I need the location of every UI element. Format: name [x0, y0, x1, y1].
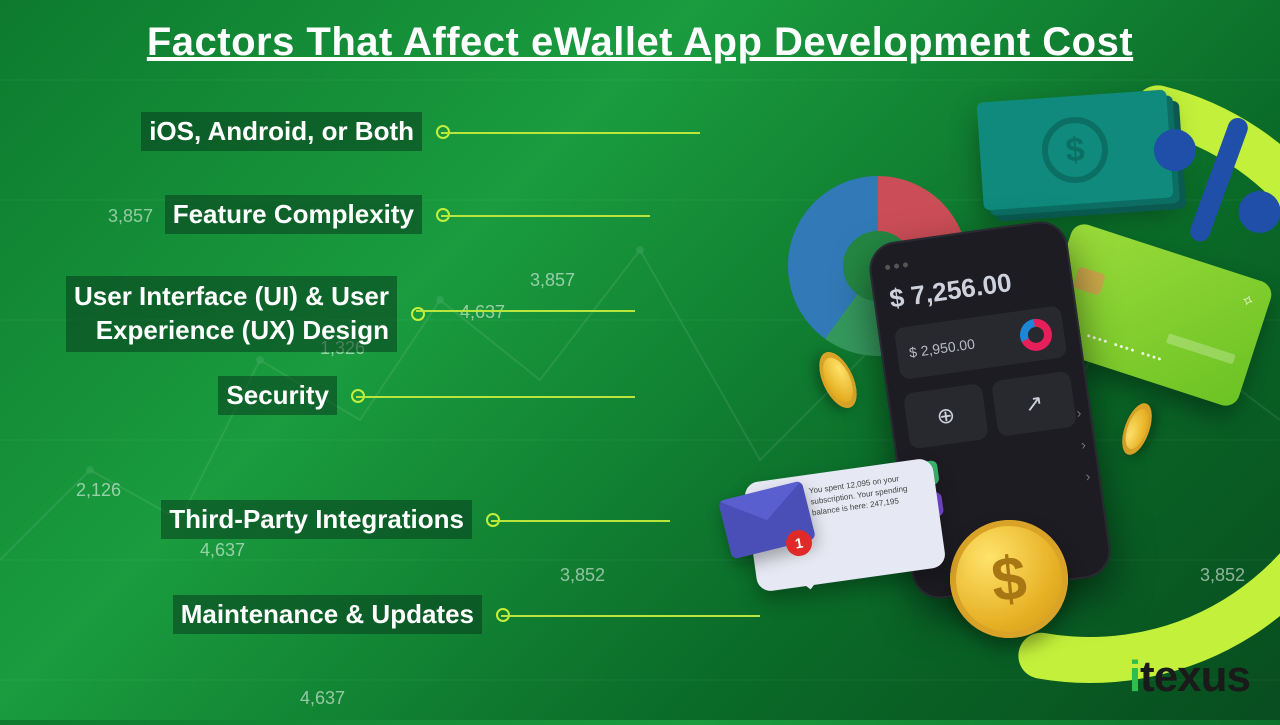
factor-connector [441, 215, 650, 217]
bg-chart-value: 4,637 [300, 688, 345, 709]
cash-stack-icon: $ [976, 90, 1173, 211]
factor-connector [491, 520, 670, 522]
phone-sub-balance: $ 2,950.00 [908, 336, 976, 361]
factor-connector [441, 132, 700, 134]
coin-icon [812, 346, 865, 413]
phone-balance: $ 7,256.00 [887, 261, 1058, 315]
bg-chart-value: 4,637 [200, 540, 245, 561]
factor-row: Feature Complexity [0, 195, 450, 234]
factor-label: User Interface (UI) & User Experience (U… [66, 276, 397, 352]
factor-label: Security [218, 376, 337, 415]
factor-label: Feature Complexity [165, 195, 422, 234]
factor-row: Maintenance & Updates [0, 595, 510, 634]
bg-chart-value: 4,637 [460, 302, 505, 323]
factor-connector [356, 396, 635, 398]
factor-label: Maintenance & Updates [173, 595, 482, 634]
coin-icon [1116, 399, 1157, 458]
factor-connector [416, 310, 635, 312]
bubble-text: You spent 12,095 on your subscription. Y… [808, 471, 925, 519]
illustration-cluster: $ ⟡ •••• •••• •••• •••• $ 7,256.00 $ 2,9… [780, 90, 1250, 650]
phone-tile-send-icon: ↗ [991, 371, 1077, 437]
factor-row: User Interface (UI) & User Experience (U… [0, 276, 425, 352]
page-title: Factors That Affect eWallet App Developm… [0, 20, 1280, 65]
factor-row: Security [0, 376, 365, 415]
brand-logo: itexus [1129, 652, 1250, 702]
bg-chart-value: 3,857 [530, 270, 575, 291]
factor-row: Third-Party Integrations [0, 500, 500, 539]
bg-chart-value: 2,126 [76, 480, 121, 501]
phone-tile-add-icon: ⊕ [903, 383, 989, 449]
factor-connector [501, 615, 760, 617]
bg-chart-value: 3,852 [560, 565, 605, 586]
factor-row: iOS, Android, or Both [0, 112, 450, 151]
factor-dot-icon [411, 307, 425, 321]
factor-label: iOS, Android, or Both [141, 112, 422, 151]
factor-label: Third-Party Integrations [161, 500, 472, 539]
donut-mini-icon [1018, 317, 1054, 353]
